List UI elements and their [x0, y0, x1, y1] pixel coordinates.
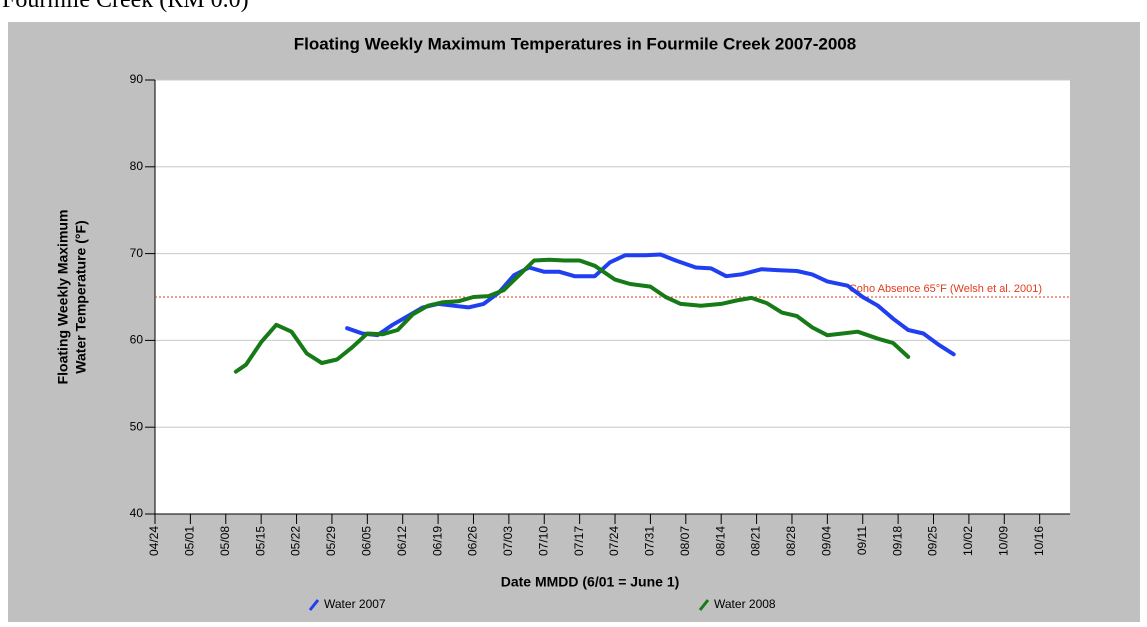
x-tick-label: 06/19 — [430, 526, 444, 556]
legend-swatch — [698, 599, 710, 611]
chart-title: Floating Weekly Maximum Temperatures in … — [294, 34, 856, 53]
x-tick-label: 10/02 — [961, 526, 975, 556]
x-tick-label: 05/15 — [253, 526, 267, 556]
y-tick-label: 90 — [130, 72, 144, 86]
x-tick-label: 06/26 — [466, 526, 480, 556]
x-tick-label: 08/07 — [678, 526, 692, 556]
legend-swatch — [308, 599, 320, 611]
page-heading: Fourmile Creek (RM 0.0) — [2, 0, 249, 13]
x-tick-label: 08/28 — [784, 526, 798, 556]
y-tick-label: 70 — [130, 246, 144, 260]
x-tick-label: 05/22 — [289, 526, 303, 556]
y-axis-label: Water Temperature (°F) — [73, 220, 89, 373]
x-tick-label: 05/01 — [183, 526, 197, 556]
reference-label: Coho Absence 65°F (Welsh et al. 2001) — [849, 283, 1042, 295]
x-tick-label: 08/21 — [749, 526, 763, 556]
x-tick-label: 06/05 — [359, 526, 373, 556]
x-tick-label: 10/16 — [1032, 526, 1046, 556]
x-tick-label: 09/04 — [820, 526, 834, 556]
x-tick-label: 07/17 — [572, 526, 586, 556]
x-tick-label: 07/03 — [501, 526, 515, 556]
y-tick-label: 60 — [130, 333, 144, 347]
x-tick-label: 10/09 — [996, 526, 1010, 556]
x-tick-label: 05/29 — [324, 526, 338, 556]
x-tick-label: 09/18 — [890, 526, 904, 556]
x-axis-label: Date MMDD (6/01 = June 1) — [501, 574, 680, 590]
x-tick-label: 09/11 — [855, 526, 869, 555]
x-tick-label: 05/08 — [218, 526, 232, 556]
legend-label: Water 2007 — [324, 597, 386, 611]
y-axis-label: Floating Weekly Maximum — [55, 210, 71, 385]
x-tick-label: 07/10 — [536, 526, 550, 556]
x-tick-label: 06/12 — [395, 526, 409, 556]
line-series — [345, 252, 956, 357]
line-series — [233, 257, 911, 374]
y-tick-label: 50 — [130, 419, 144, 433]
y-tick-label: 40 — [130, 506, 144, 520]
x-tick-label: 07/31 — [643, 526, 657, 556]
x-tick-label: 04/24 — [147, 526, 161, 556]
y-tick-label: 80 — [130, 159, 144, 173]
x-tick-label: 07/24 — [607, 526, 621, 556]
legend-label: Water 2008 — [714, 597, 776, 611]
x-tick-label: 09/25 — [926, 526, 940, 556]
x-tick-label: 08/14 — [713, 526, 727, 556]
